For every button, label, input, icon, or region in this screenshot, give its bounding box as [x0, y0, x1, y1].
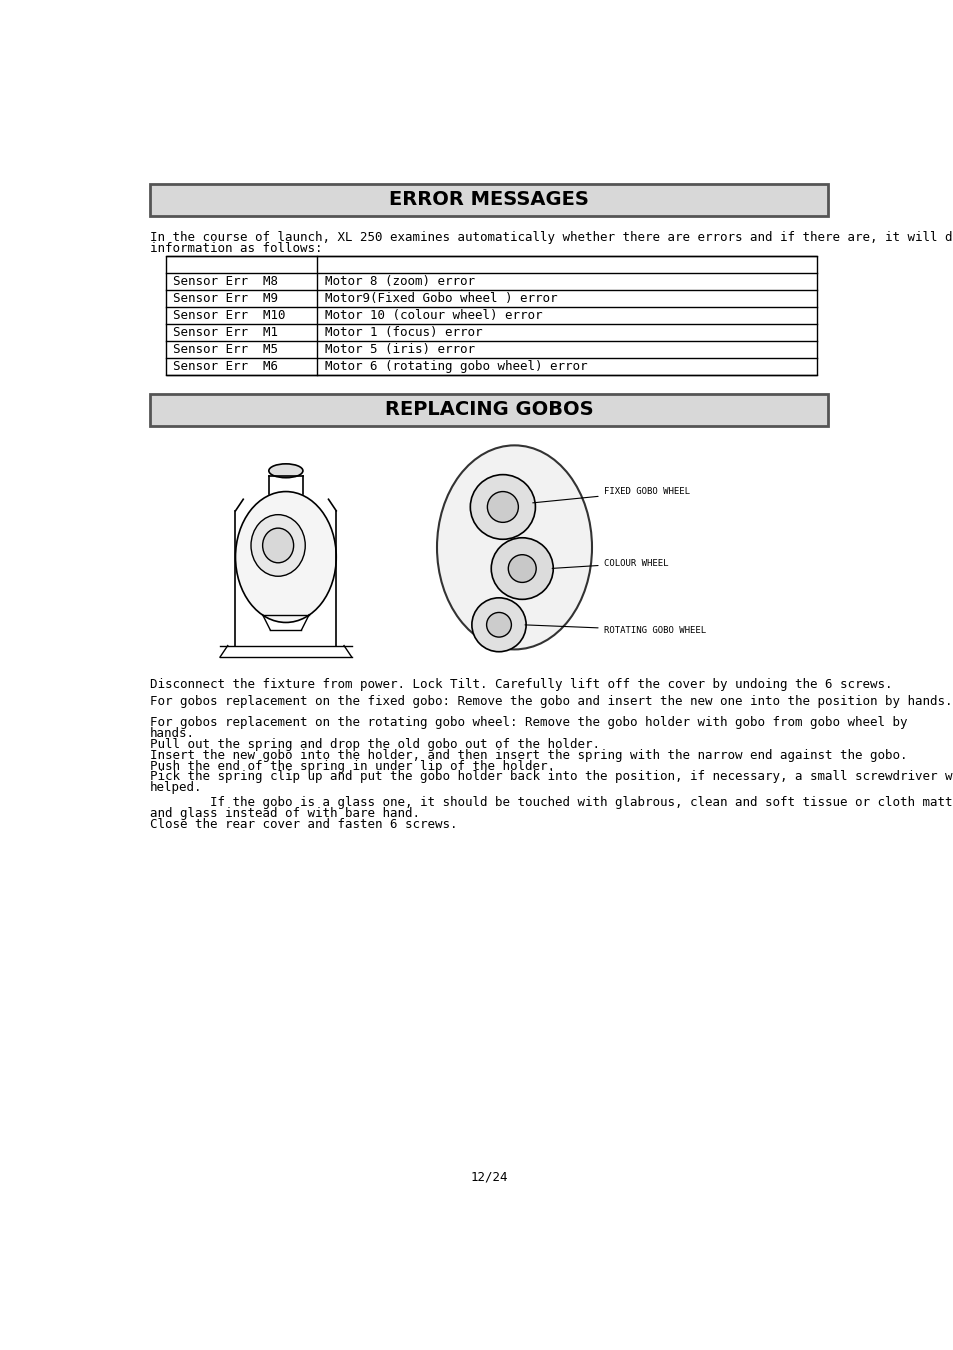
- Text: Motor 8 (zoom) error: Motor 8 (zoom) error: [324, 275, 475, 288]
- Ellipse shape: [269, 464, 303, 478]
- Text: ERROR MESSAGES: ERROR MESSAGES: [389, 190, 588, 209]
- Text: Sensor Err  M9: Sensor Err M9: [173, 292, 278, 305]
- Text: Pick the spring clip up and put the gobo holder back into the position, if neces: Pick the spring clip up and put the gobo…: [150, 771, 953, 783]
- Text: ROTATING GOBO WHEEL: ROTATING GOBO WHEEL: [524, 625, 705, 634]
- Ellipse shape: [436, 446, 592, 649]
- Text: Sensor Err  M8: Sensor Err M8: [173, 275, 278, 288]
- Ellipse shape: [235, 491, 335, 622]
- Circle shape: [487, 491, 517, 522]
- Text: If the gobo is a glass one, it should be touched with glabrous, clean and soft t: If the gobo is a glass one, it should be…: [150, 796, 953, 810]
- Circle shape: [491, 537, 553, 599]
- Ellipse shape: [262, 528, 294, 563]
- Text: helped.: helped.: [150, 782, 203, 794]
- Text: Motor 10 (colour wheel) error: Motor 10 (colour wheel) error: [324, 309, 541, 321]
- Bar: [166, 256, 816, 374]
- Circle shape: [508, 555, 536, 582]
- Text: Sensor Err  M5: Sensor Err M5: [173, 343, 278, 355]
- Text: information as follows:: information as follows:: [150, 242, 322, 255]
- Text: Disconnect the fixture from power. Lock Tilt. Carefully lift off the cover by un: Disconnect the fixture from power. Lock …: [150, 678, 892, 691]
- Text: In the course of launch, XL 250 examines automatically whether there are errors : In the course of launch, XL 250 examines…: [150, 231, 953, 244]
- Text: Pull out the spring and drop the old gobo out of the holder.: Pull out the spring and drop the old gob…: [150, 738, 599, 751]
- Bar: [150, 184, 827, 216]
- Text: REPLACING GOBOS: REPLACING GOBOS: [384, 401, 593, 420]
- Circle shape: [472, 598, 525, 652]
- Text: FIXED GOBO WHEEL: FIXED GOBO WHEEL: [532, 487, 689, 502]
- Text: Sensor Err  M6: Sensor Err M6: [173, 359, 278, 373]
- Circle shape: [486, 613, 511, 637]
- Circle shape: [470, 475, 535, 539]
- Ellipse shape: [251, 514, 305, 576]
- Text: Close the rear cover and fasten 6 screws.: Close the rear cover and fasten 6 screws…: [150, 818, 457, 832]
- Text: Motor 1 (focus) error: Motor 1 (focus) error: [324, 325, 481, 339]
- Text: Push the end of the spring in under lip of the holder.: Push the end of the spring in under lip …: [150, 760, 555, 772]
- Text: COLOUR WHEEL: COLOUR WHEEL: [552, 559, 667, 568]
- Text: Sensor Err  M1: Sensor Err M1: [173, 325, 278, 339]
- Text: Motor9(Fixed Gobo wheel ) error: Motor9(Fixed Gobo wheel ) error: [324, 292, 557, 305]
- Text: Motor 6 (rotating gobo wheel) error: Motor 6 (rotating gobo wheel) error: [324, 359, 586, 373]
- Text: Insert the new gobo into the holder, and then insert the spring with the narrow : Insert the new gobo into the holder, and…: [150, 749, 907, 761]
- Text: hands.: hands.: [150, 728, 195, 740]
- Text: and glass instead of with bare hand.: and glass instead of with bare hand.: [150, 807, 420, 821]
- Text: Motor 5 (iris) error: Motor 5 (iris) error: [324, 343, 475, 355]
- Text: Sensor Err  M10: Sensor Err M10: [173, 309, 286, 321]
- Bar: [150, 394, 827, 427]
- Text: For gobos replacement on the rotating gobo wheel: Remove the gobo holder with go: For gobos replacement on the rotating go…: [150, 717, 907, 729]
- Text: For gobos replacement on the fixed gobo: Remove the gobo and insert the new one : For gobos replacement on the fixed gobo:…: [150, 695, 952, 707]
- Text: 12/24: 12/24: [470, 1170, 507, 1184]
